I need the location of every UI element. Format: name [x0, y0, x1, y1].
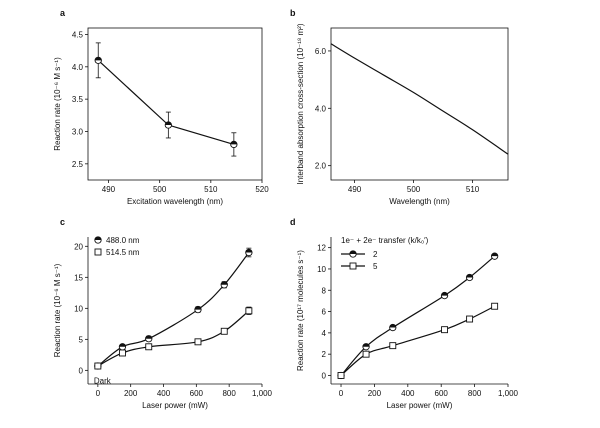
data-point: [491, 302, 499, 310]
panel-a-chart: 490 500 510 520 2.5 3.0 3.5 4.0 4.5 Excitation wa…: [53, 27, 269, 206]
y-axis-label: Reaction rate (10⁻⁶ M s⁻¹): [53, 57, 62, 151]
y-tick-label: 15: [74, 273, 83, 282]
data-point-fill: [119, 343, 126, 347]
x-tick-label: 1,000: [252, 389, 273, 398]
x-tick-label: 800: [468, 389, 482, 398]
series-line-cross-section: [330, 43, 509, 155]
y-tick-label: 2.5: [72, 160, 84, 169]
data-point-fill: [245, 249, 253, 253]
legend-label: 2: [373, 250, 378, 259]
series-line-rate: [97, 59, 235, 146]
panel-label-b: b: [290, 8, 296, 18]
x-tick-label: 600: [190, 389, 204, 398]
y-tick-label: 10: [74, 304, 83, 313]
data-point: [94, 362, 102, 370]
x-tick-label: 400: [157, 389, 171, 398]
y-tick-label: 3.5: [72, 95, 84, 104]
plot-frame: [330, 27, 509, 181]
y-tick-label: 8: [322, 286, 327, 295]
legend-label: 514.5 nm: [106, 248, 140, 257]
legend-marker-fill: [94, 236, 102, 240]
panel-d-chart: 0 200 400 600 800 1,000 0 2 4 6 8 10 12 Laser power (…: [296, 236, 519, 410]
dark-annotation: Dark: [94, 376, 112, 385]
x-axis-label: Laser power (mW): [387, 401, 453, 410]
legend-label: 488.0 nm: [106, 236, 140, 245]
y-tick-label: 6.0: [315, 47, 327, 56]
data-point: [220, 327, 228, 335]
y-tick-label: 2.0: [315, 162, 327, 171]
y-axis-label: Reaction rate (10⁻⁶ M s⁻¹): [53, 263, 62, 357]
x-tick-label: 490: [102, 185, 116, 194]
x-tick-label: 400: [401, 389, 415, 398]
data-point-fill: [230, 141, 238, 145]
panel-c-chart: 0 200 400 600 800 1,000 0 5 10 15 20 Laser power (m…: [53, 236, 273, 410]
x-axis-label: Excitation wavelength (nm): [127, 197, 223, 206]
x-tick-label: 0: [96, 389, 101, 398]
legend-marker: [94, 248, 102, 256]
data-point-fill: [491, 252, 498, 257]
data-point-fill: [165, 121, 172, 126]
y-axis-label: Reaction rate (10¹⁷ molecules s⁻¹): [296, 250, 305, 371]
x-axis-label: Laser power (mW): [142, 401, 208, 410]
panel-label-c: c: [60, 217, 65, 227]
x-tick-label: 600: [435, 389, 449, 398]
y-tick-label: 4: [322, 329, 327, 338]
data-point: [466, 315, 474, 323]
data-point: [194, 338, 202, 346]
data-point-fill: [145, 335, 152, 339]
x-tick-label: 0: [339, 389, 344, 398]
series-line-514-5-nm: [97, 310, 250, 367]
data-point: [389, 342, 397, 350]
x-tick-label: 510: [204, 185, 218, 194]
legend-label: 5: [373, 262, 378, 271]
x-tick-label: 510: [466, 185, 480, 194]
data-point: [145, 343, 153, 351]
y-tick-label: 0: [79, 366, 84, 375]
legend-marker: [349, 262, 357, 270]
y-tick-label: 4.0: [315, 104, 327, 113]
y-tick-label: 2: [322, 350, 327, 359]
panel-label-a: a: [60, 8, 66, 18]
y-tick-label: 5: [79, 335, 84, 344]
data-point: [245, 307, 253, 315]
y-tick-label: 20: [74, 242, 83, 251]
y-axis-label: Interband absorption cross-section (10⁻¹…: [296, 23, 305, 184]
data-point: [119, 349, 126, 357]
x-tick-label: 520: [255, 185, 269, 194]
data-point-fill: [466, 274, 473, 278]
legend-marker-fill: [349, 250, 357, 254]
x-tick-label: 500: [153, 185, 167, 194]
y-tick-label: 10: [317, 265, 326, 274]
data-point-fill: [194, 306, 202, 310]
data-point-fill: [389, 324, 396, 328]
y-tick-label: 0: [322, 371, 327, 380]
y-tick-label: 4.5: [72, 30, 84, 39]
x-tick-label: 800: [222, 389, 236, 398]
x-tick-label: 1,000: [498, 389, 519, 398]
data-point: [337, 372, 345, 379]
x-tick-label: 200: [368, 389, 382, 398]
legend-title: 1e⁻ + 2e⁻ transfer (k/k₀′): [341, 236, 429, 245]
y-tick-label: 3.0: [72, 127, 84, 136]
x-tick-label: 500: [407, 185, 421, 194]
y-tick-label: 4.0: [72, 63, 84, 72]
x-tick-label: 490: [348, 185, 362, 194]
data-point-fill: [95, 57, 102, 61]
data-point-fill: [221, 281, 228, 285]
x-axis-label: Wavelength (nm): [389, 197, 450, 206]
plot-frame: [87, 27, 263, 181]
y-tick-label: 12: [317, 244, 326, 253]
data-point-fill: [362, 343, 370, 347]
y-tick-label: 6: [322, 308, 327, 317]
x-tick-label: 200: [124, 389, 138, 398]
panel-b-chart: 490 500 510 2.0 4.0 6.0 Wavelength (nm) Interba…: [296, 23, 509, 206]
data-point-fill: [441, 292, 448, 296]
panel-label-d: d: [290, 217, 296, 227]
data-point: [362, 350, 370, 358]
data-point: [441, 326, 448, 334]
